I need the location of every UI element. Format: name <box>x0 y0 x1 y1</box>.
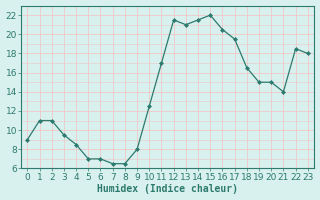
X-axis label: Humidex (Indice chaleur): Humidex (Indice chaleur) <box>97 184 238 194</box>
